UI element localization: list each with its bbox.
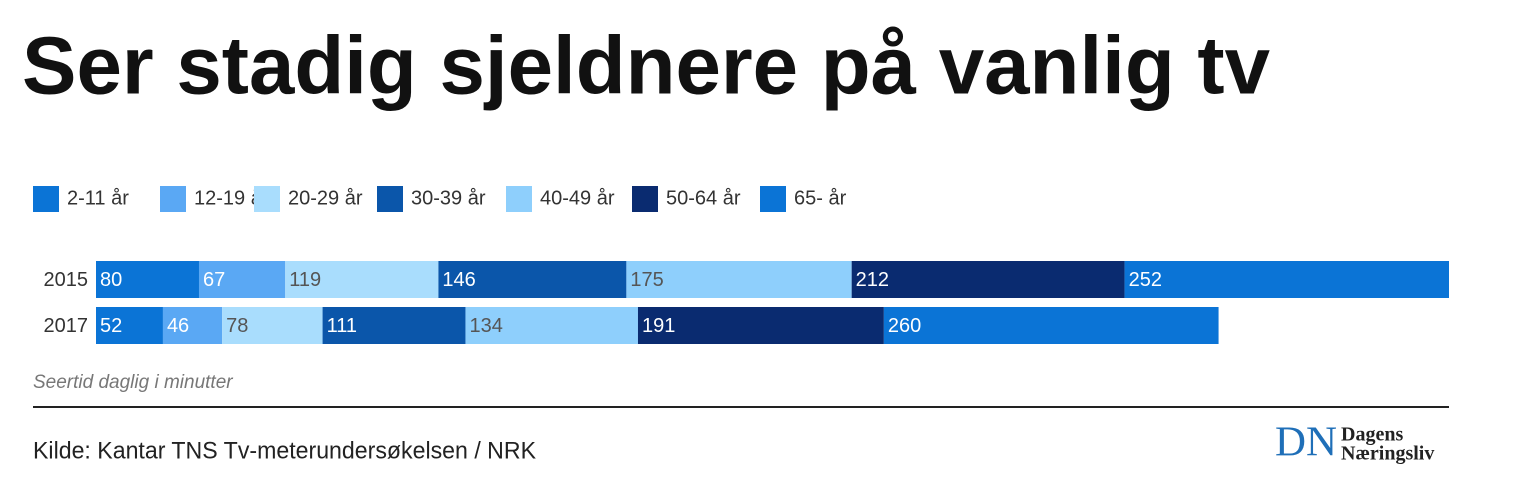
value-label: 119 bbox=[289, 269, 321, 291]
logo-line: Dagens bbox=[1341, 424, 1403, 446]
bar-segment bbox=[96, 261, 199, 298]
legend-label: 40-49 år bbox=[540, 187, 615, 209]
value-label: 212 bbox=[856, 269, 889, 291]
value-label: 52 bbox=[100, 315, 122, 337]
bar-segment bbox=[322, 307, 466, 344]
legend-swatch bbox=[254, 186, 280, 212]
value-label: 111 bbox=[327, 315, 357, 337]
legend-label: 50-64 år bbox=[666, 187, 741, 209]
bar-segment bbox=[851, 261, 1125, 298]
y-tick-label: 2017 bbox=[44, 315, 89, 337]
value-label: 175 bbox=[630, 269, 663, 291]
legend-label: 2-11 år bbox=[67, 187, 129, 209]
bar-segment bbox=[285, 261, 439, 298]
legend-label: 12-19 år bbox=[194, 187, 269, 209]
legend-label: 20-29 år bbox=[288, 187, 363, 209]
legend-swatch bbox=[760, 186, 786, 212]
bar-segment bbox=[438, 261, 627, 298]
bar-segment bbox=[626, 261, 852, 298]
legend-swatch bbox=[632, 186, 658, 212]
bar-segment bbox=[96, 307, 163, 344]
note: Seertid daglig i minutter bbox=[33, 372, 233, 393]
y-tick-label: 2015 bbox=[44, 269, 89, 291]
value-label: 67 bbox=[203, 269, 225, 291]
legend-swatch bbox=[160, 186, 186, 212]
bar-segment bbox=[637, 307, 884, 344]
value-label: 260 bbox=[888, 315, 921, 337]
source: Kilde: Kantar TNS Tv-meterundersøkelsen … bbox=[33, 437, 536, 464]
bar-segment bbox=[162, 307, 223, 344]
value-label: 146 bbox=[442, 269, 475, 291]
value-label: 191 bbox=[642, 315, 675, 337]
logo-line: Næringsliv bbox=[1341, 443, 1434, 465]
value-label: 78 bbox=[226, 315, 248, 337]
legend-label: 65- år bbox=[794, 187, 847, 209]
bar-segment bbox=[222, 307, 323, 344]
value-label: 134 bbox=[469, 315, 502, 337]
bar-segment bbox=[1124, 261, 1449, 298]
bar-segment bbox=[883, 307, 1219, 344]
legend-label: 30-39 år bbox=[411, 187, 486, 209]
value-label: 46 bbox=[167, 315, 189, 337]
legend-swatch bbox=[506, 186, 532, 212]
legend-swatch bbox=[33, 186, 59, 212]
logo-mark: DN bbox=[1275, 420, 1337, 466]
value-label: 80 bbox=[100, 269, 122, 291]
legend-swatch bbox=[377, 186, 403, 212]
logo: DN Dagens Næringsliv bbox=[1275, 420, 1434, 466]
bar-segment bbox=[198, 261, 286, 298]
chart-title: Ser stadig sjeldnere på vanlig tv bbox=[22, 21, 1270, 112]
bar-segment bbox=[465, 307, 638, 344]
value-label: 252 bbox=[1129, 269, 1162, 291]
